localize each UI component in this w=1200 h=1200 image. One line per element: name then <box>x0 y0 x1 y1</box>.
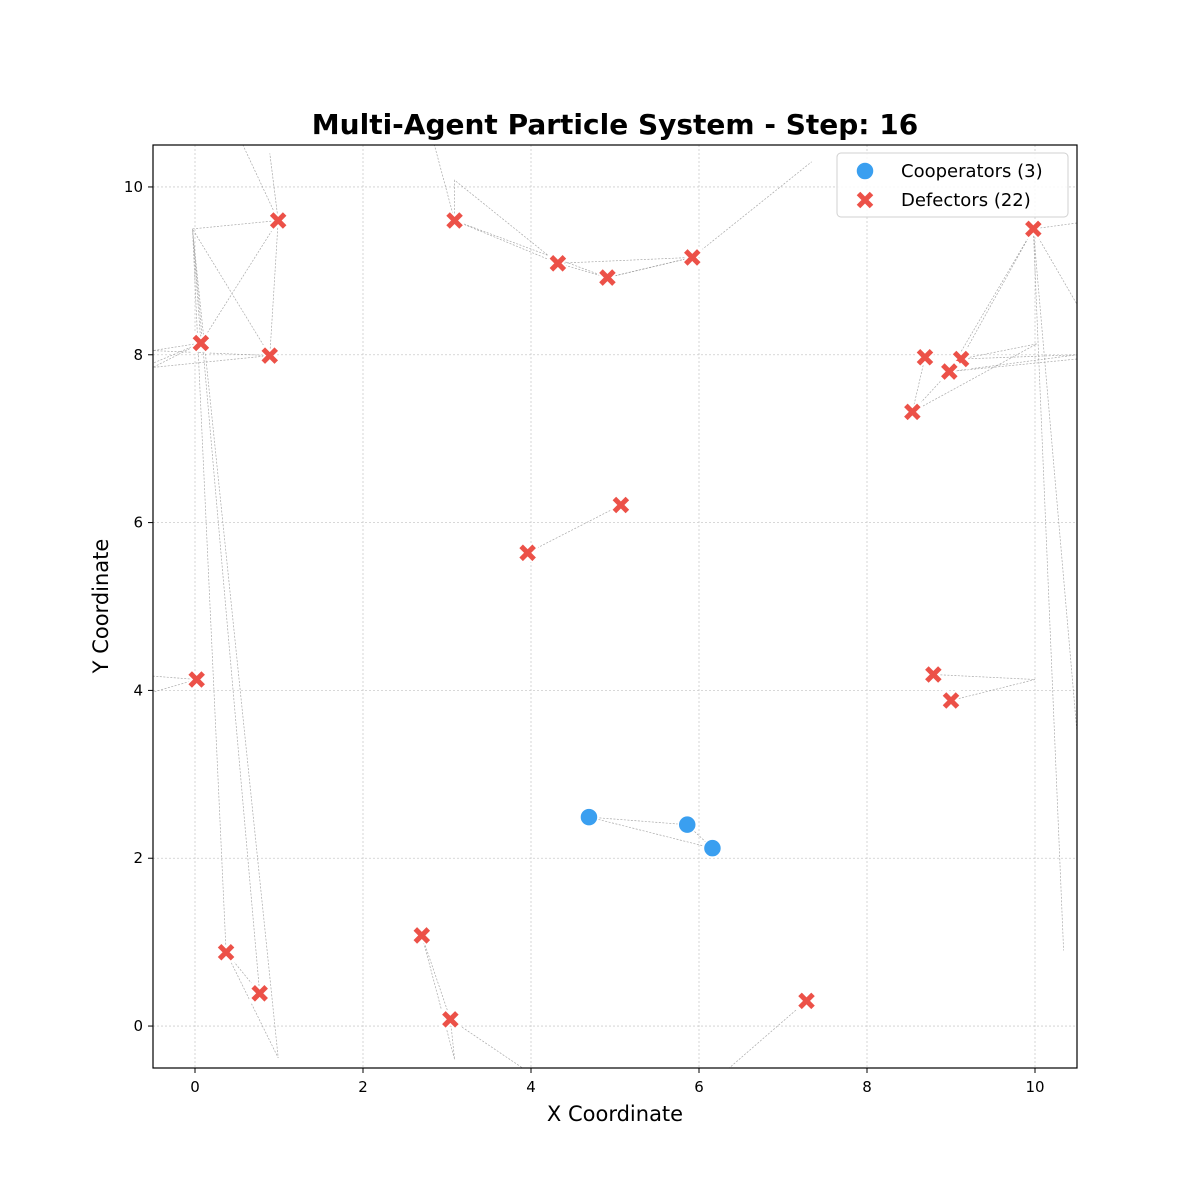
defector-point <box>681 246 704 269</box>
trail-line <box>1032 228 1078 305</box>
defector-point <box>248 982 271 1005</box>
y-tick-label: 6 <box>133 514 143 532</box>
defector-point <box>1022 218 1045 240</box>
trail-line <box>728 1000 807 1069</box>
trail-line <box>454 179 693 278</box>
defector-point <box>914 346 936 369</box>
trail-line <box>912 228 1037 413</box>
defector-point <box>267 209 289 232</box>
defector-point <box>443 209 466 232</box>
y-tick-label: 2 <box>133 849 143 867</box>
trail-line <box>949 354 1078 372</box>
x-tick-label: 8 <box>862 1078 872 1096</box>
trail-line <box>421 935 455 1060</box>
trail-line <box>933 674 1036 701</box>
trail-line <box>1033 222 1078 230</box>
trail-line <box>454 161 812 278</box>
defector-point <box>516 542 539 564</box>
y-axis-ticks: 0 2 4 6 8 10 <box>124 178 153 1035</box>
data-points <box>185 209 1045 1031</box>
trail-line <box>152 228 279 1059</box>
y-tick-label: 8 <box>133 346 143 364</box>
defector-point <box>439 1008 462 1031</box>
legend-defector-marker <box>854 189 876 211</box>
trail-line <box>1032 228 1064 951</box>
defector-point <box>259 344 281 367</box>
plot-frame <box>152 144 1078 1069</box>
trail-line <box>1032 228 1078 733</box>
x-tick-label: 0 <box>190 1078 200 1096</box>
movement-trails <box>152 144 1078 1069</box>
legend-label-defectors: Defectors (22) <box>901 190 1031 211</box>
trail-line <box>588 816 713 849</box>
y-tick-label: 10 <box>124 178 143 196</box>
cooperator-point <box>579 807 599 827</box>
trail-line <box>450 1019 523 1069</box>
cooperator-point <box>677 814 697 835</box>
x-tick-label: 10 <box>1025 1078 1044 1096</box>
defector-point <box>411 924 433 947</box>
x-axis-label: X Coordinate <box>547 1102 683 1126</box>
x-axis-ticks: 0 2 4 6 8 10 <box>190 1068 1045 1096</box>
trail-line <box>434 144 455 221</box>
x-tick-label: 2 <box>358 1078 368 1096</box>
defector-point <box>938 360 961 383</box>
trail-line <box>242 144 279 221</box>
legend-label-cooperators: Cooperators (3) <box>901 161 1043 182</box>
defector-point <box>940 689 962 712</box>
legend-cooperator-marker <box>855 161 875 181</box>
y-tick-label: 4 <box>133 681 143 699</box>
trail-line <box>911 228 1034 414</box>
legend-box <box>836 152 1069 218</box>
y-tick-label: 0 <box>133 1017 143 1035</box>
x-tick-label: 6 <box>694 1078 704 1096</box>
chart-title: Multi-Agent Particle System - Step: 16 <box>312 108 918 141</box>
defector-point <box>215 941 237 963</box>
x-tick-label: 4 <box>526 1078 536 1096</box>
defector-point <box>610 494 632 516</box>
defector-point <box>190 332 212 354</box>
defector-point <box>185 668 208 691</box>
defector-point <box>596 266 619 289</box>
legend-x-mark <box>854 189 876 211</box>
y-axis-label: Y Coordinate <box>89 539 113 675</box>
trail-line <box>152 675 197 680</box>
cooperator-point <box>702 838 723 858</box>
defector-point <box>922 663 945 686</box>
defector-point <box>901 401 924 423</box>
defector-point <box>547 252 569 275</box>
defector-point <box>795 990 818 1012</box>
legend: Cooperators (3) Defectors (22) <box>836 152 1069 218</box>
